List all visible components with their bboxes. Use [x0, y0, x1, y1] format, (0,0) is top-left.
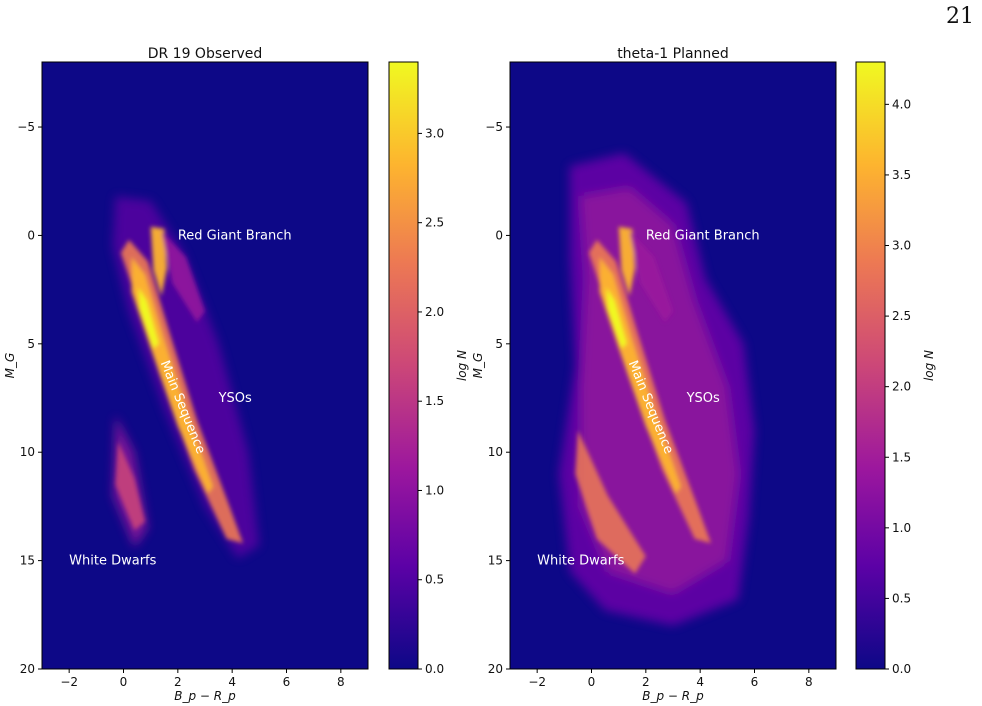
y-tick-label: −5	[485, 120, 503, 134]
page-number: 21	[946, 4, 974, 29]
density-core	[575, 226, 711, 574]
colorbar-tick-label: 3.5	[892, 168, 911, 182]
density-layer	[112, 196, 260, 559]
y-tick-label: 20	[488, 662, 503, 676]
y-tick-label: 5	[27, 337, 35, 351]
wd-band	[575, 430, 646, 574]
annotation: Red Giant Branch	[646, 228, 760, 243]
chart-title: theta-1 Planned	[617, 46, 729, 62]
colorbar-tick-label: 1.5	[892, 450, 911, 464]
main-sequence-core	[131, 257, 214, 494]
annotation: YSOs	[218, 391, 252, 406]
x-tick-label: 4	[696, 675, 704, 689]
red-giant-clump	[150, 226, 167, 297]
red-giant-branch	[629, 231, 673, 323]
x-tick-label: 2	[642, 675, 650, 689]
colorbar-tick-label: 4.0	[892, 97, 911, 111]
colorbar-tick-label: 0.0	[425, 662, 444, 676]
annotation: Red Giant Branch	[178, 228, 292, 243]
main-sequence-core	[599, 257, 682, 494]
x-tick-label: −2	[60, 675, 78, 689]
x-tick-label: 8	[805, 675, 813, 689]
y-tick-label: 10	[488, 445, 503, 459]
x-tick-label: 4	[228, 675, 236, 689]
y-tick-label: 15	[20, 554, 35, 568]
annotation: White Dwarfs	[69, 554, 156, 569]
y-tick-label: 0	[495, 228, 503, 242]
colorbar-tick-label: 2.5	[425, 216, 444, 230]
colorbar-tick-label: 3.0	[892, 239, 911, 253]
colorbar-tick-label: 0.5	[425, 573, 444, 587]
plot-frame	[41, 61, 369, 670]
colorbar	[388, 61, 419, 670]
x-axis-label: B_p − R_p	[174, 689, 236, 703]
colorbar-tick-label: 3.0	[425, 126, 444, 140]
colorbar-tick-label: 2.5	[892, 309, 911, 323]
colorbar-tick-label: 0.0	[892, 662, 911, 676]
colorbar-tick-label: 0.5	[892, 591, 911, 605]
colorbar-tick-label: 2.0	[425, 305, 444, 319]
annotation: White Dwarfs	[537, 554, 624, 569]
density-layer	[558, 153, 755, 626]
colorbar	[855, 61, 886, 670]
y-tick-label: 0	[27, 228, 35, 242]
x-tick-label: 6	[751, 675, 759, 689]
y-axis-label: M_G	[471, 353, 485, 379]
density-core	[115, 226, 243, 544]
x-tick-label: 8	[337, 675, 345, 689]
y-tick-label: 15	[488, 554, 503, 568]
y-tick-label: 20	[20, 662, 35, 676]
main-sequence-peak	[606, 287, 627, 349]
colorbar-tick-label: 1.5	[425, 394, 444, 408]
colorbar-tick-label: 1.0	[425, 483, 444, 497]
red-giant-clump	[618, 226, 635, 297]
wd-band	[115, 441, 146, 531]
chart-panel-2: theta-1 Planned −2 0 2 4 6 8 −5 0 5 10 15 20 B_p − R_…	[471, 46, 936, 703]
x-axis-label: B_p − R_p	[642, 689, 704, 703]
x-tick-label: 0	[120, 675, 128, 689]
main-sequence-peak	[138, 287, 159, 349]
x-tick-label: 2	[174, 675, 182, 689]
red-giant-branch	[161, 231, 205, 323]
x-tick-label: 6	[283, 675, 291, 689]
colorbar-label: log N	[455, 350, 469, 381]
colorbar-label: log N	[922, 350, 936, 381]
y-tick-label: −5	[17, 120, 35, 134]
colorbar-tick-label: 1.0	[892, 521, 911, 535]
plot-frame	[509, 61, 837, 670]
chart-title: DR 19 Observed	[148, 46, 263, 62]
colorbar-tick-label: 2.0	[892, 380, 911, 394]
chart-panel-1: DR 19 Observed −2 0 2 4 6 8 −5 0 5 10 15 20 B_p − R_p…	[3, 46, 469, 703]
x-tick-label: 0	[588, 675, 596, 689]
y-tick-label: 10	[20, 445, 35, 459]
y-tick-label: 5	[495, 337, 503, 351]
annotation: YSOs	[686, 391, 720, 406]
x-tick-label: −2	[528, 675, 546, 689]
y-axis-label: M_G	[3, 353, 17, 379]
